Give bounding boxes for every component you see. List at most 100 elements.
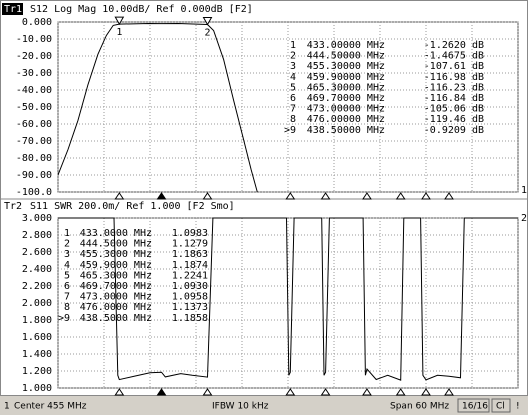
marker-frequency: 473.0000 MHz bbox=[80, 292, 152, 303]
status-box bbox=[491, 398, 511, 413]
marker-value: 1.1874 bbox=[172, 260, 208, 271]
status-box bbox=[457, 398, 490, 413]
marker-indicator bbox=[156, 388, 167, 396]
marker-id: 1 bbox=[64, 228, 70, 239]
y-tick-label: 2.800 bbox=[22, 230, 52, 241]
marker-value: -116.84 dB bbox=[424, 93, 484, 104]
marker-value: -119.46 dB bbox=[424, 114, 484, 125]
marker-id: 3 bbox=[290, 61, 296, 72]
y-tick-label: -80.00 bbox=[16, 153, 52, 164]
y-tick-label: -70.00 bbox=[16, 136, 52, 147]
marker-id: 5 bbox=[290, 82, 296, 93]
marker-value: 1.1863 bbox=[172, 249, 208, 260]
trace-line bbox=[58, 22, 258, 193]
marker-value: 1.0958 bbox=[172, 292, 208, 303]
marker-frequency: 433.0000 MHz bbox=[80, 228, 152, 239]
marker-indicator bbox=[114, 388, 125, 396]
marker-frequency: 455.3000 MHz bbox=[80, 249, 152, 260]
y-tick-label: 1.000 bbox=[22, 383, 52, 394]
y-tick-label: 1.200 bbox=[22, 366, 52, 377]
trace-name: Tr1 bbox=[4, 4, 22, 15]
y-tick-label: -90.00 bbox=[16, 170, 52, 181]
y-tick-label: 2.000 bbox=[22, 298, 52, 309]
marker-frequency: 465.30000 MHz bbox=[307, 82, 385, 93]
marker-frequency: 476.00000 MHz bbox=[307, 114, 385, 125]
marker-frequency: 459.9000 MHz bbox=[80, 260, 152, 271]
marker-value: 1.1373 bbox=[172, 302, 208, 313]
marker-value: 1.2241 bbox=[172, 270, 208, 281]
marker-indicator bbox=[320, 192, 331, 200]
marker-indicator bbox=[444, 388, 454, 396]
marker-value: -116.98 dB bbox=[424, 72, 484, 83]
y-tick-label: 3.000 bbox=[22, 213, 52, 224]
marker-id: 4 bbox=[290, 72, 296, 83]
marker-indicator bbox=[362, 192, 372, 200]
status-item: ! bbox=[516, 402, 520, 412]
y-tick-label: -20.00 bbox=[16, 51, 52, 62]
marker-value: -107.61 dB bbox=[424, 61, 484, 72]
marker-indicator bbox=[320, 388, 331, 396]
marker-frequency: 433.00000 MHz bbox=[307, 40, 385, 51]
status-item: IFBW 10 kHz bbox=[212, 402, 269, 412]
marker-id: >9 bbox=[284, 125, 296, 136]
y-tick-label: -50.00 bbox=[16, 102, 52, 113]
marker-pointer bbox=[114, 16, 125, 26]
marker-frequency: 476.0000 MHz bbox=[80, 302, 152, 313]
marker-frequency: 455.30000 MHz bbox=[307, 61, 385, 72]
marker-frequency: 438.5000 MHz bbox=[80, 313, 152, 324]
marker-id: 2 bbox=[290, 51, 296, 62]
marker-indicator bbox=[202, 192, 213, 200]
marker-indicator bbox=[421, 388, 431, 396]
channel-indicator: 1 bbox=[521, 185, 527, 196]
marker-frequency: 438.50000 MHz bbox=[307, 125, 385, 136]
marker-id: 2 bbox=[64, 239, 70, 250]
status-item: Center 455 MHz bbox=[14, 402, 87, 412]
y-tick-label: 2.600 bbox=[22, 247, 52, 258]
y-tick-label: -60.00 bbox=[16, 119, 52, 130]
y-tick-label: 2.200 bbox=[22, 281, 52, 292]
y-tick-label: -40.00 bbox=[16, 85, 52, 96]
trace-title: S11 SWR 200.0m/ Ref 1.000 [F2 Smo] bbox=[30, 201, 235, 212]
marker-id: 5 bbox=[64, 270, 70, 281]
status-bar: 1 Center 455 MHz IFBW 10 kHz Span 60 MHz 16/… bbox=[0, 396, 528, 415]
marker-number: 1 bbox=[116, 27, 122, 38]
y-tick-label: 1.600 bbox=[22, 332, 52, 343]
trace-name: Tr2 bbox=[4, 201, 22, 212]
marker-value: -1.2620 dB bbox=[424, 40, 484, 51]
marker-value: -0.9209 dB bbox=[424, 125, 484, 136]
y-tick-label: 1.400 bbox=[22, 349, 52, 360]
status-item: Cl bbox=[496, 402, 505, 412]
trace-badge bbox=[2, 3, 23, 15]
marker-indicator bbox=[285, 192, 296, 200]
marker-value: 1.1279 bbox=[172, 239, 208, 250]
marker-frequency: 469.70000 MHz bbox=[307, 93, 385, 104]
status-item: 1 bbox=[4, 402, 10, 412]
y-tick-label: -100.0 bbox=[16, 187, 52, 198]
marker-id: 8 bbox=[64, 302, 70, 313]
marker-id: 7 bbox=[64, 292, 70, 303]
marker-id: 3 bbox=[64, 249, 70, 260]
marker-id: 7 bbox=[290, 104, 296, 115]
y-tick-label: -10.00 bbox=[16, 34, 52, 45]
marker-value: 1.0983 bbox=[172, 228, 208, 239]
trace-title: S12 Log Mag 10.00dB/ Ref 0.000dB [F2] bbox=[30, 4, 253, 15]
marker-id: 1 bbox=[290, 40, 296, 51]
status-background bbox=[0, 396, 528, 415]
status-item: Span 60 MHz bbox=[390, 402, 449, 412]
y-tick-label: -30.00 bbox=[16, 68, 52, 79]
marker-id: 8 bbox=[290, 114, 296, 125]
trace-line bbox=[58, 217, 518, 381]
marker-value: 1.0930 bbox=[172, 281, 208, 292]
marker-id: 6 bbox=[290, 93, 296, 104]
marker-frequency: 469.7000 MHz bbox=[80, 281, 152, 292]
marker-value: -1.4675 dB bbox=[424, 51, 484, 62]
marker-value: -105.06 dB bbox=[424, 104, 484, 115]
channel-indicator: 2 bbox=[521, 213, 527, 224]
marker-frequency: 473.00000 MHz bbox=[307, 104, 385, 115]
marker-indicator bbox=[285, 388, 296, 396]
y-tick-label: 2.400 bbox=[22, 264, 52, 275]
marker-value: 1.1858 bbox=[172, 313, 208, 324]
marker-frequency: 465.3000 MHz bbox=[80, 270, 152, 281]
marker-value: -116.23 dB bbox=[424, 82, 484, 93]
